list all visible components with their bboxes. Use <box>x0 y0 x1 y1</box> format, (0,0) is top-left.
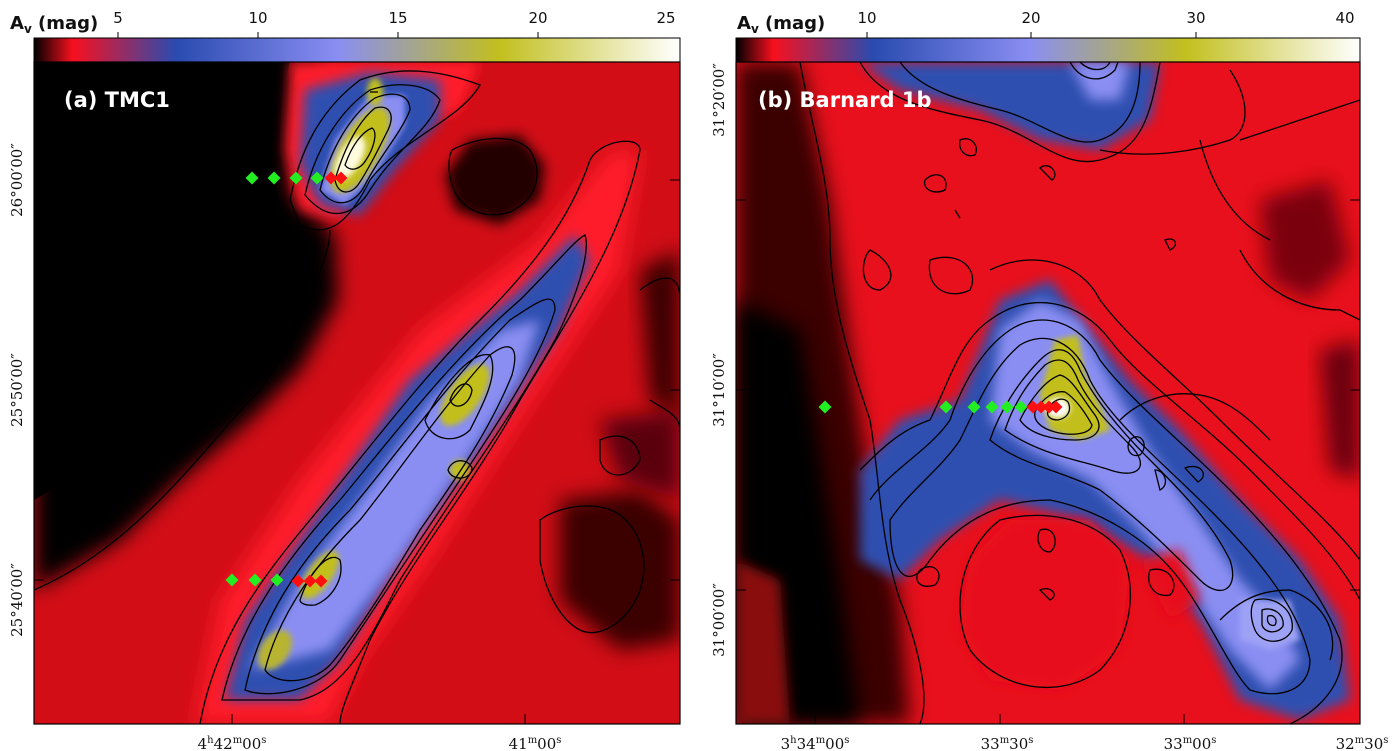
panel-b-title: (b) Barnard 1b <box>758 88 932 112</box>
markers-b <box>818 400 1063 414</box>
green-diamond-marker <box>1014 400 1028 414</box>
contours-a <box>34 70 680 724</box>
red-diamond-marker <box>1026 400 1040 414</box>
colorbar-b-ticks: 10 20 30 40 <box>857 9 1355 38</box>
x-tick-b: 33m30s <box>981 735 1034 751</box>
colorbar-b-tick: 40 <box>1335 9 1354 27</box>
colorbar-a-tick: 10 <box>248 9 267 27</box>
green-diamond-marker <box>245 171 259 185</box>
green-diamond-marker <box>939 400 953 414</box>
green-diamond-marker <box>270 573 284 587</box>
colorbar-a-ticks: 5 10 15 20 25 <box>113 9 676 38</box>
extinction-map-b <box>736 62 1360 724</box>
green-diamond-marker <box>985 400 999 414</box>
red-diamond-marker <box>291 574 305 588</box>
plot-frame-a <box>33 61 681 725</box>
green-diamond-marker <box>967 400 981 414</box>
colorbar-b-tick: 10 <box>857 9 876 27</box>
x-tick-a: 4h42m00s <box>198 735 267 751</box>
colorbar-b-tick: 30 <box>1186 9 1205 27</box>
green-diamond-marker <box>225 573 239 587</box>
markers-a <box>225 171 348 588</box>
y-tick-b: 31°10′00″ <box>710 353 728 427</box>
x-tick-b: 33m00s <box>1164 735 1217 751</box>
green-diamond-marker <box>310 171 324 185</box>
y-tick-a: 25°50′00″ <box>8 353 26 427</box>
green-diamond-marker <box>267 171 281 185</box>
green-diamond-marker <box>248 573 262 587</box>
colorbar-a-tick: 5 <box>113 9 123 27</box>
red-diamond-marker <box>324 171 338 185</box>
y-tick-a: 25°40′00″ <box>8 563 26 637</box>
panel-a-title: (a) TMC1 <box>64 88 170 112</box>
colorbar-a-tick: 20 <box>528 9 547 27</box>
panel-b: Av (mag) 10 20 30 40 <box>710 9 1388 751</box>
green-diamond-marker <box>289 171 303 185</box>
y-tick-b: 31°00′00″ <box>710 583 728 657</box>
x-tick-a: 41m00s <box>509 735 562 751</box>
x-tick-b: 32m30s <box>1336 735 1389 751</box>
panel-a: Av (mag) 5 10 15 20 25 <box>8 9 681 751</box>
colorbar-b-tick: 20 <box>1021 9 1040 27</box>
red-diamond-marker <box>1049 400 1063 414</box>
colorbar-a <box>33 37 681 63</box>
x-tick-b: 3h34m00s <box>781 735 850 751</box>
red-diamond-marker <box>1042 400 1056 414</box>
green-diamond-marker <box>1000 400 1014 414</box>
colorbar-a-label: Av (mag) <box>10 13 98 36</box>
colorbar-a-tick: 15 <box>388 9 407 27</box>
y-tick-a: 26°00′00″ <box>8 143 26 217</box>
extinction-map-a <box>34 62 680 724</box>
red-diamond-marker <box>334 171 348 185</box>
contours-b <box>799 62 1360 724</box>
y-tick-b: 31°20′00″ <box>710 63 728 137</box>
colorbar-a-tick: 25 <box>656 9 675 27</box>
red-diamond-marker <box>303 574 317 588</box>
colorbar-b <box>735 37 1361 63</box>
red-diamond-marker <box>1034 400 1048 414</box>
red-diamond-marker <box>314 574 328 588</box>
colorbar-b-label: Av (mag) <box>737 13 825 36</box>
green-diamond-marker <box>818 400 832 414</box>
plot-frame-b <box>735 61 1361 725</box>
